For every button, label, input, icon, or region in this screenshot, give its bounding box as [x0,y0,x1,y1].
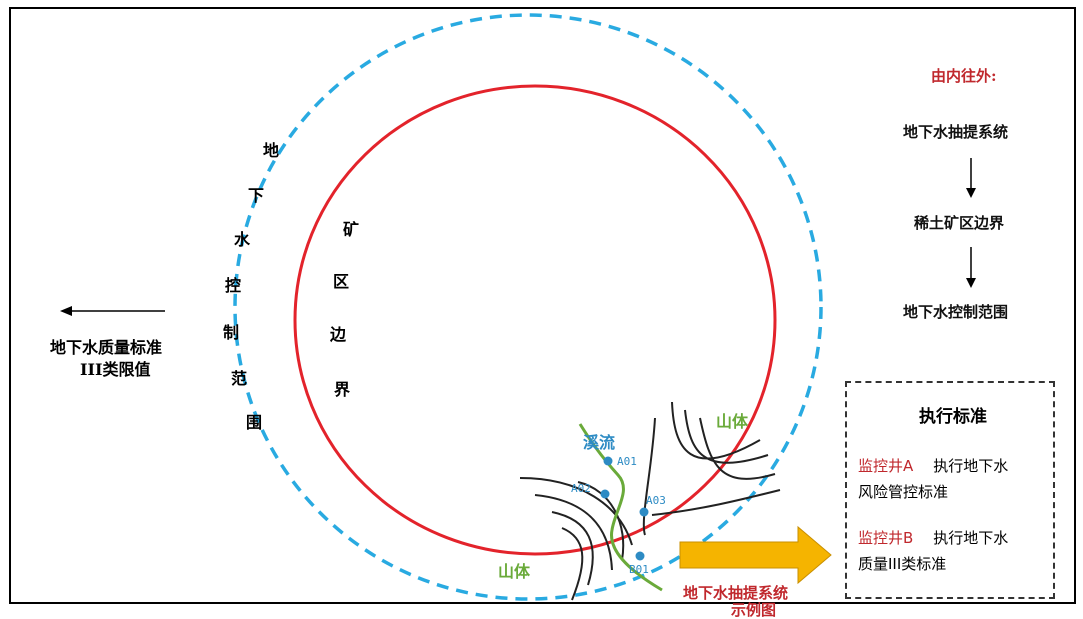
flow-step-1: 地下水抽提系统 [903,123,1009,141]
inner-label-char: 界 [334,380,351,399]
outer-label-char: 水 [234,230,251,249]
mountain-right-contours [642,401,781,536]
outer-label-char: 控 [225,276,242,295]
standard-item-a-well: 监控井A [858,457,914,475]
well-a02-marker [600,489,610,499]
standard-item-a-text: 执行地下水 [933,457,1009,475]
standard-box [845,381,1055,599]
mine-area-boundary [293,84,777,556]
well-a03-marker [639,507,649,517]
example-label-line2: 示例图 [731,601,777,619]
standard-item-a: 监控井A 执行地下水 [858,455,1008,476]
example-label-line1: 地下水抽提系统 [683,584,789,602]
well-a01-marker [603,456,613,466]
flow-step-2: 稀土矿区边界 [914,214,1005,232]
inner-label-char: 矿 [343,220,360,239]
left-label-line2: III类限值 [80,360,151,379]
well-b01-label: B01 [629,563,649,576]
flow-arrow-1-head [966,188,976,198]
flow-header: 由内往外: [931,67,997,85]
well-a02-label: A02 [571,482,591,495]
standard-item-a-line2: 风险管控标准 [858,483,949,501]
flow-step-3: 地下水控制范围 [903,303,1009,321]
standard-item-b-well: 监控井B [858,529,914,547]
outer-label-char: 下 [248,186,265,205]
example-arrow [679,525,832,585]
standard-item-b-text: 执行地下水 [933,529,1009,547]
left-label-line1: 地下水质量标准 [50,338,163,357]
standard-item-b-line2: 质量III类标准 [858,555,947,573]
diagram-frame [9,7,1076,604]
mountain-left-contours [519,477,633,601]
outer-label-char: 地 [263,141,280,160]
well-a01-label: A01 [617,455,637,468]
outer-label-char: 范 [231,369,248,388]
inner-label-char: 区 [333,272,350,291]
inner-label-char: 边 [330,325,347,344]
stream-label: 溪流 [583,433,616,452]
stream-line [578,423,663,592]
outer-label-char: 围 [246,413,263,432]
standard-title: 执行标准 [919,407,987,427]
well-b01-marker [635,551,645,561]
outer-label-char: 制 [223,323,240,342]
mountain-left-label: 山体 [498,562,531,581]
left-arrow-head [60,306,72,316]
well-a03-label: A03 [646,494,666,507]
standard-item-b: 监控井B 执行地下水 [858,527,1008,548]
flow-arrow-2-head [966,278,976,288]
mountain-right-label: 山体 [716,412,749,431]
groundwater-control-boundary [233,13,823,601]
